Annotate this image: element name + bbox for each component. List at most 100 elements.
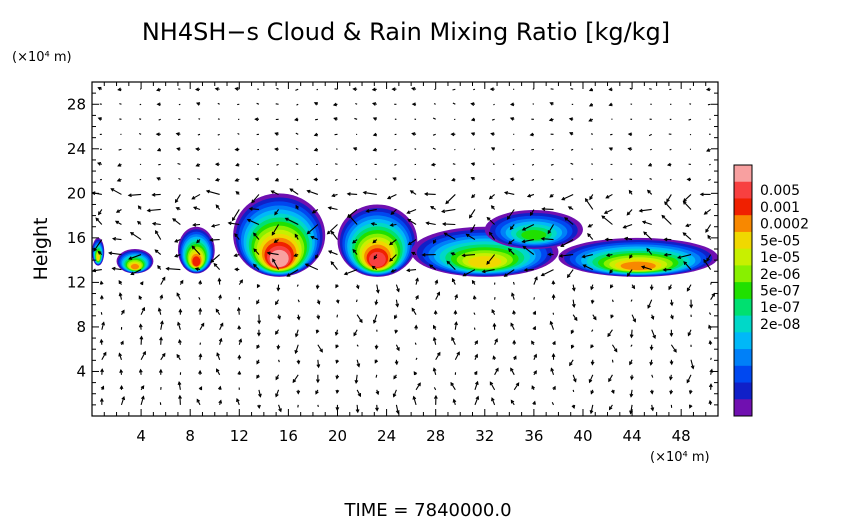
wind-vector xyxy=(344,269,358,275)
wind-vector-head xyxy=(571,287,576,292)
wind-vector-head xyxy=(569,362,573,367)
wind-vector xyxy=(491,118,495,121)
wind-vector xyxy=(276,163,279,166)
x-tick-label: 28 xyxy=(426,427,445,445)
wind-vector xyxy=(393,389,397,397)
wind-vector-head xyxy=(521,227,526,231)
wind-vector xyxy=(551,148,554,151)
wind-vector xyxy=(178,177,181,180)
wind-vector xyxy=(331,231,338,240)
wind-vector-head xyxy=(140,385,145,390)
wind-vector-head xyxy=(406,210,411,214)
wind-vector-head xyxy=(235,190,240,195)
wind-vector-head xyxy=(650,315,655,321)
wind-vector-head xyxy=(590,286,594,291)
wind-vector-head xyxy=(214,177,220,182)
wind-vector xyxy=(522,238,534,243)
wind-vector-head xyxy=(138,295,143,300)
wind-vector-head xyxy=(138,323,143,328)
wind-vector-head xyxy=(194,87,200,92)
y-tick-label: 28 xyxy=(67,95,86,113)
wind-vector xyxy=(408,239,417,245)
wind-vector-head xyxy=(686,177,691,182)
x-tick-label: 16 xyxy=(279,427,298,445)
wind-vector xyxy=(605,193,613,199)
wind-vector-head xyxy=(581,254,586,259)
wind-vector-head xyxy=(97,86,102,91)
wind-vector-head xyxy=(311,209,316,214)
wind-vector-head xyxy=(159,294,164,299)
wind-vector-head xyxy=(294,333,299,338)
wind-vector-head xyxy=(175,206,180,211)
colorbar-label: 5e-07 xyxy=(760,284,800,300)
wind-vector-head xyxy=(682,232,687,236)
wind-vector-head xyxy=(253,248,258,253)
wind-vector-head xyxy=(394,329,399,334)
wind-vector-head xyxy=(513,355,517,360)
wind-vector xyxy=(432,133,436,136)
wind-vector-head xyxy=(118,292,123,297)
colorbar-label: 0.005 xyxy=(760,183,800,199)
wind-vector xyxy=(683,232,692,240)
wind-vector xyxy=(158,118,161,121)
wind-vector-head xyxy=(238,338,243,343)
wind-vector-head xyxy=(490,132,495,136)
wind-vector xyxy=(251,194,260,203)
y-tick-label: 16 xyxy=(67,229,86,247)
wind-vector-head xyxy=(335,389,340,394)
wind-vector xyxy=(432,117,436,120)
wind-vector-head xyxy=(551,293,556,298)
wind-vector-head xyxy=(689,304,694,309)
wind-vector-head xyxy=(450,132,455,137)
wind-vector xyxy=(138,148,142,150)
wind-vector xyxy=(630,404,633,414)
wind-vector xyxy=(433,103,436,105)
wind-vector-head xyxy=(515,382,520,387)
wind-vector-head xyxy=(114,220,119,225)
wind-vector-head xyxy=(352,87,357,92)
wind-vector-head xyxy=(589,196,593,201)
wind-vector-head xyxy=(127,193,132,198)
wind-vector-head xyxy=(622,224,627,229)
wind-vector-head xyxy=(703,258,707,263)
wind-vector-head xyxy=(533,353,537,358)
wind-vector-head xyxy=(121,309,125,314)
wind-vector-head xyxy=(708,340,713,345)
wind-vector-head xyxy=(178,338,182,344)
wind-vector xyxy=(296,103,299,106)
wind-vector-head xyxy=(495,367,499,372)
wind-vector xyxy=(493,178,495,181)
cloud-contour xyxy=(521,229,547,240)
wind-vector xyxy=(152,193,161,196)
cloud-contour xyxy=(96,254,100,261)
wind-vector-head xyxy=(234,267,239,272)
wind-vector-head xyxy=(489,87,494,92)
y-tick-label: 8 xyxy=(76,318,86,336)
wind-vector-head xyxy=(433,324,437,329)
wind-vector xyxy=(113,238,122,241)
wind-vector-head xyxy=(110,188,115,192)
wind-vector-head xyxy=(682,198,687,203)
wind-vector-head xyxy=(99,338,104,343)
wind-vector xyxy=(101,352,107,361)
wind-vector xyxy=(373,314,378,324)
wind-vector xyxy=(356,404,359,413)
wind-vector xyxy=(316,88,319,91)
wind-vector xyxy=(191,245,201,255)
wind-vector-head xyxy=(670,315,674,320)
wind-vector-head xyxy=(411,132,416,136)
wind-vector-head xyxy=(570,344,575,349)
wind-vector-head xyxy=(352,239,356,244)
wind-vector xyxy=(451,337,456,345)
wind-vector xyxy=(590,404,594,414)
wind-vector xyxy=(206,190,220,195)
wind-vector xyxy=(415,357,418,361)
colorbar-label: 0.0002 xyxy=(760,217,809,233)
wind-vector xyxy=(559,254,574,257)
wind-vector-head xyxy=(274,211,278,216)
wind-vector xyxy=(253,248,260,255)
wind-vector-head xyxy=(273,239,278,243)
wind-vector xyxy=(140,307,145,315)
wind-vector-head xyxy=(510,322,514,327)
